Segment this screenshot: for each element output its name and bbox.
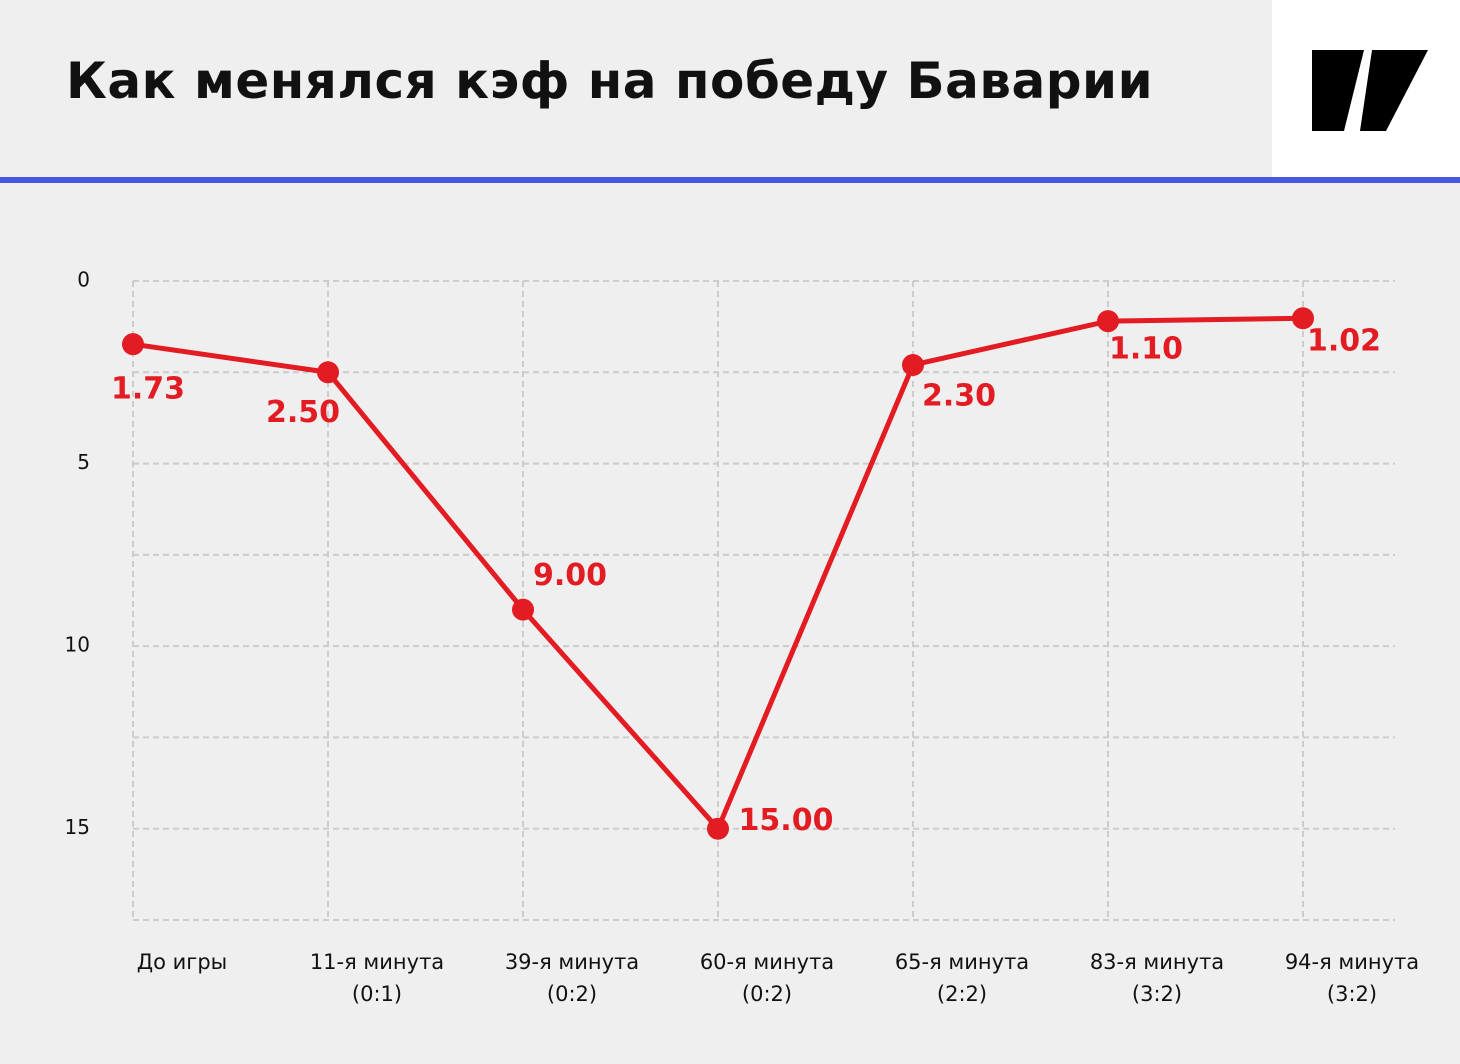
value-label: 9.00 [533,558,607,593]
value-label: 1.02 [1307,324,1381,359]
x-tick-label: 65-я минута (2:2) [894,950,1030,1006]
y-tick-label: 10 [65,633,90,657]
marker [317,361,339,384]
marker [902,353,924,376]
x-tick-label: 94-я минута (3:2) [1284,950,1420,1006]
marker [1097,310,1119,333]
x-tick-label: 83-я минута (3:2) [1089,950,1225,1006]
value-label: 15.00 [739,803,834,838]
accent-line [0,177,1460,183]
marker [1292,307,1314,330]
x-tick-label: До игры [136,950,228,974]
header: Как менялся кэф на победу Баварии [0,0,1460,177]
logo-icon [1312,50,1428,131]
marker [707,817,729,840]
x-tick-label: 39-я минута (0:2) [504,950,640,1006]
chart-title: Как менялся кэф на победу Баварии [66,52,1154,110]
marker [512,598,534,621]
value-label: 2.50 [266,395,340,430]
value-label: 1.73 [111,372,185,407]
marker [122,333,144,356]
x-tick-label: 11-я минута (0:1) [309,950,445,1006]
y-tick-label: 0 [77,268,90,292]
x-tick-label: 60-я минута (0:2) [699,950,835,1006]
value-label: 2.30 [922,378,996,413]
logo [1272,0,1460,177]
value-label: 1.10 [1109,332,1183,367]
y-tick-label: 5 [77,450,90,474]
y-tick-label: 15 [65,815,90,839]
